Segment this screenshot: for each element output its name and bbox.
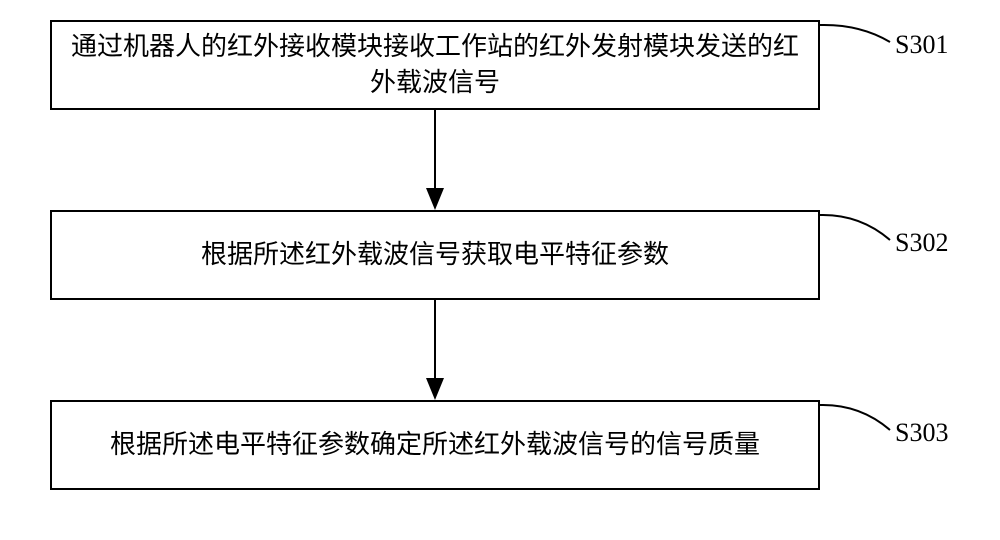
flow-step-text: 通过机器人的红外接收模块接收工作站的红外发射模块发送的红外载波信号 [64,29,806,102]
arrow-s301-s302 [426,110,444,210]
flow-step-s301: 通过机器人的红外接收模块接收工作站的红外发射模块发送的红外载波信号 [50,20,820,110]
flow-label-s303: S303 [895,418,948,448]
flowchart-canvas: 通过机器人的红外接收模块接收工作站的红外发射模块发送的红外载波信号 S301 根… [0,0,1000,540]
flow-label-s302: S302 [895,228,948,258]
leader-s301 [820,25,890,42]
leader-s303 [820,405,890,430]
leader-s302 [820,215,890,240]
arrow-s302-s303 [426,300,444,400]
flow-step-text: 根据所述红外载波信号获取电平特征参数 [201,237,669,273]
flow-label-s301: S301 [895,30,948,60]
flow-step-s302: 根据所述红外载波信号获取电平特征参数 [50,210,820,300]
flow-step-s303: 根据所述电平特征参数确定所述红外载波信号的信号质量 [50,400,820,490]
flow-step-text: 根据所述电平特征参数确定所述红外载波信号的信号质量 [110,427,760,463]
